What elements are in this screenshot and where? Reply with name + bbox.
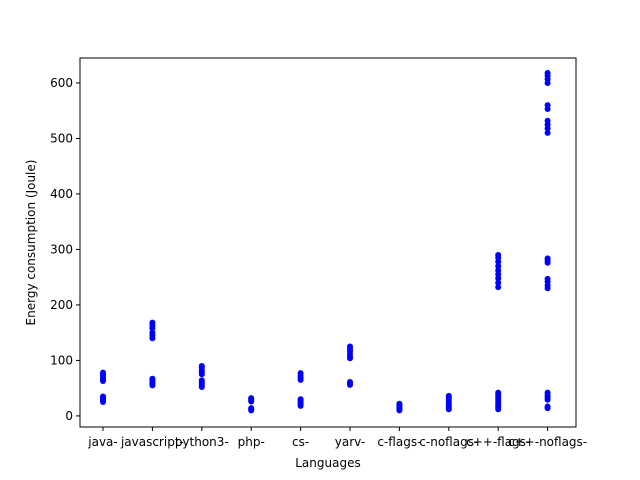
data-point <box>297 370 304 377</box>
data-point <box>347 343 353 350</box>
data-point <box>544 255 551 262</box>
data-point <box>544 117 551 124</box>
y-axis-label: Energy consumption (Joule) <box>24 160 38 326</box>
x-tick-label: c-flags- <box>377 435 421 449</box>
data-point <box>495 267 502 274</box>
y-tick-label: 300 <box>50 242 73 256</box>
data-point <box>544 102 551 109</box>
x-tick-label: c++-flags- <box>466 435 530 449</box>
data-point <box>347 379 353 386</box>
data-point <box>198 377 205 384</box>
data-point <box>495 251 502 258</box>
x-tick-label: cs- <box>292 435 309 449</box>
data-point <box>544 69 551 76</box>
data-point <box>495 284 502 291</box>
data-point <box>495 263 502 270</box>
x-tick-label: python3- <box>175 435 229 449</box>
x-tick-label: java- <box>87 435 117 449</box>
data-point <box>495 279 502 286</box>
data-point <box>149 319 156 326</box>
y-tick-label: 400 <box>50 187 73 201</box>
data-point <box>149 329 156 336</box>
y-tick-label: 200 <box>50 298 73 312</box>
data-point <box>248 395 255 402</box>
y-tick-label: 500 <box>50 131 73 145</box>
y-tick-label: 600 <box>50 76 73 90</box>
y-axis: 0 100 200 300 400 500 600 <box>50 76 80 423</box>
data-point <box>495 389 502 396</box>
data-point <box>149 375 156 382</box>
data-point <box>544 129 551 136</box>
y-tick-label: 100 <box>50 353 73 367</box>
data-point <box>297 396 304 403</box>
data-point <box>544 403 551 410</box>
data-point <box>544 389 551 396</box>
x-tick-label: c++-noflags- <box>508 435 587 449</box>
data-point <box>100 369 106 376</box>
x-tick-label: javascript- <box>120 435 184 449</box>
data-point <box>100 393 106 400</box>
data-points <box>100 69 551 414</box>
data-point <box>198 362 205 369</box>
y-tick-label: 0 <box>65 409 73 423</box>
x-tick-label: yarv- <box>335 435 366 449</box>
x-tick-label: php- <box>238 435 265 449</box>
data-point <box>396 400 403 407</box>
x-axis: java-javascript-python3- php-cs-yarv-c-fl… <box>87 427 587 449</box>
x-tick-label: c-noflags- <box>419 435 478 449</box>
data-point <box>445 392 452 399</box>
x-axis-label: Languages <box>295 456 360 470</box>
data-point <box>248 405 255 412</box>
plot-frame <box>79 57 577 428</box>
data-point <box>544 275 551 282</box>
